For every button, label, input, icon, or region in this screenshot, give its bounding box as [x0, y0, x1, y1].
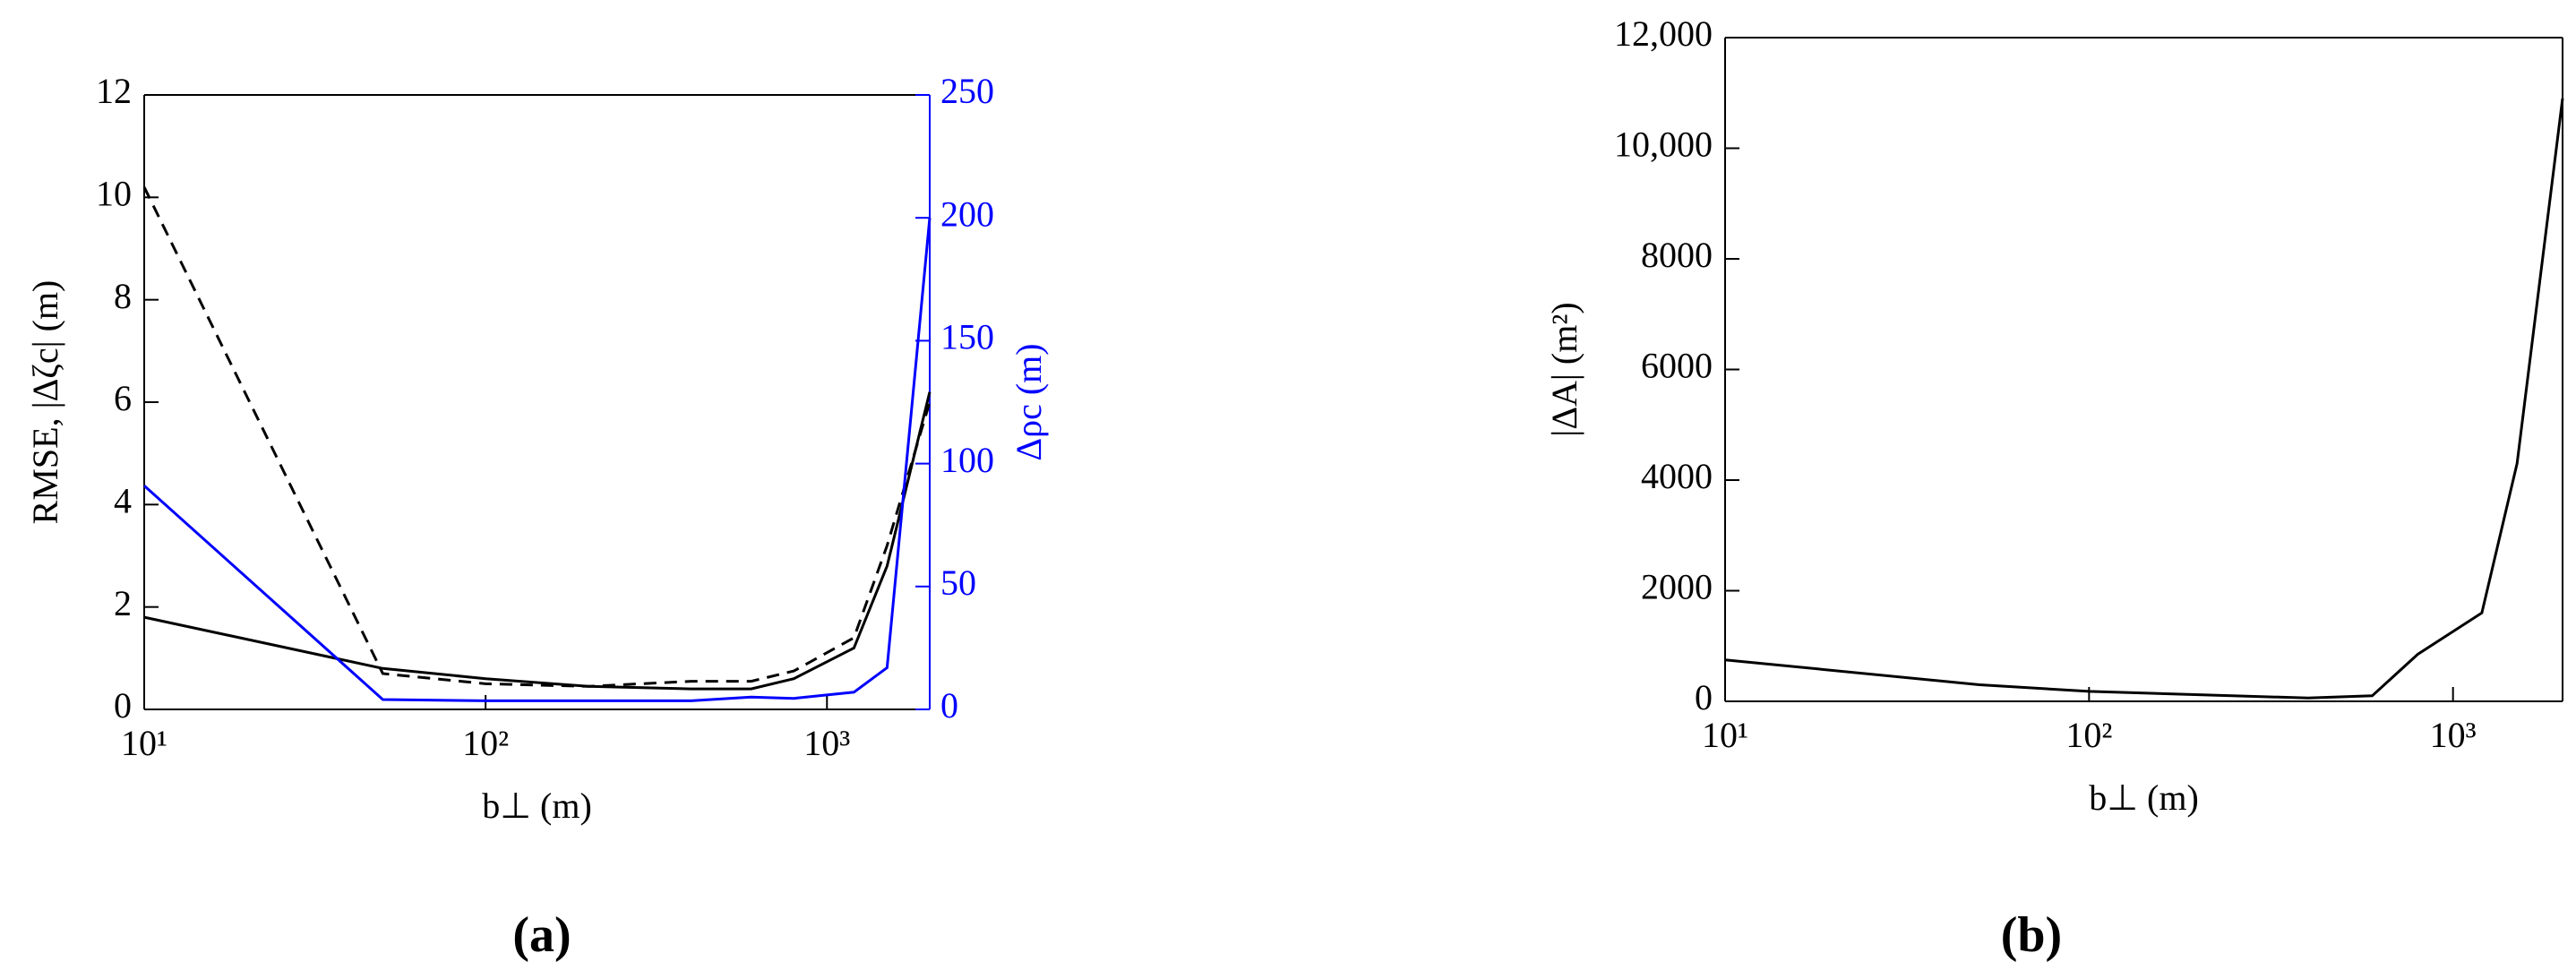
y2-tick-label: 100 [940, 440, 994, 480]
y-tick-label: 6000 [1641, 346, 1713, 386]
x-tick-label: 10³ [803, 723, 850, 763]
data-line [143, 391, 932, 691]
y-axis-label: RMSE, |Δζc| (m) [25, 280, 65, 525]
y-tick-label: 12,000 [1614, 13, 1713, 54]
y-tick-label: 12 [96, 71, 132, 111]
panel-label: (a) [512, 907, 571, 963]
y-tick-label: 10 [96, 174, 132, 214]
data-line [142, 186, 932, 688]
y2-tick-label: 0 [940, 685, 958, 726]
data-line [142, 218, 932, 702]
x-tick-label: 10³ [2430, 715, 2477, 755]
y-tick-label: 2 [114, 583, 132, 623]
y-tick-label: 10,000 [1614, 125, 1713, 165]
y2-tick-label: 250 [940, 71, 994, 111]
y-axis-label: |ΔA| (m²) [1544, 302, 1584, 436]
x-axis-label: b⊥ (m) [482, 786, 592, 826]
y2-tick-label: 200 [940, 193, 994, 234]
y-tick-label: 2000 [1641, 567, 1713, 607]
x-tick-label: 10² [462, 723, 509, 763]
x-tick-label: 10¹ [121, 723, 167, 763]
y-tick-label: 0 [114, 685, 132, 726]
y-tick-label: 6 [114, 378, 132, 418]
data-line [1724, 98, 2564, 700]
y2-axis-label: Δρc (m) [1009, 343, 1049, 460]
y-tick-label: 0 [1695, 677, 1713, 717]
y-tick-label: 4000 [1641, 456, 1713, 496]
y2-tick-label: 150 [940, 317, 994, 357]
y-tick-label: 8 [114, 276, 132, 316]
panel-label: (b) [2001, 907, 2062, 963]
y-tick-label: 8000 [1641, 235, 1713, 275]
x-axis-label: b⊥ (m) [2089, 777, 2199, 818]
x-tick-label: 10² [2065, 715, 2112, 755]
y-tick-label: 4 [114, 481, 132, 521]
x-tick-label: 10¹ [1702, 715, 1748, 755]
y2-tick-label: 50 [940, 562, 976, 603]
